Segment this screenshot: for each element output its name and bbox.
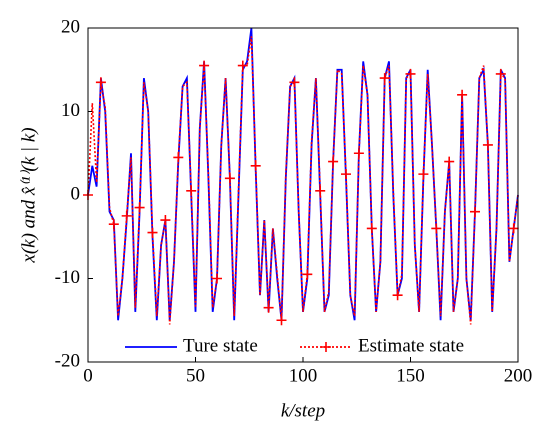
marker [224, 173, 235, 184]
legend-label: Ture state [183, 335, 258, 356]
marker [134, 202, 145, 213]
marker [276, 315, 287, 326]
marker [121, 210, 132, 221]
marker [405, 68, 416, 79]
marker [470, 206, 480, 217]
plot-frame [87, 27, 519, 363]
marker [341, 169, 351, 180]
marker [495, 68, 506, 79]
x-tick-label: 50 [186, 365, 205, 386]
marker [482, 139, 493, 150]
marker [315, 185, 326, 196]
marker [353, 148, 364, 159]
marker [431, 223, 442, 234]
marker [289, 77, 300, 88]
marker [392, 290, 403, 301]
x-tick-label: 0 [83, 365, 93, 386]
x-axis-label: k/step [281, 400, 325, 421]
marker [418, 169, 429, 180]
marker [302, 269, 313, 280]
legend-label: Estimate state [358, 335, 464, 356]
series-line [87, 36, 519, 325]
marker [147, 227, 158, 238]
marker [508, 223, 519, 234]
marker [444, 156, 455, 167]
y-tick-label: 20 [61, 16, 80, 37]
x-tick-label: 100 [289, 365, 318, 386]
marker [95, 77, 106, 88]
x-tick-label: 200 [504, 365, 533, 386]
marker [108, 219, 119, 230]
marker [366, 223, 377, 234]
marker [160, 215, 171, 226]
y-tick-label: -10 [55, 267, 80, 288]
y-tick-label: 0 [71, 183, 81, 204]
marker [173, 152, 184, 163]
legend-marker [321, 342, 331, 352]
marker [237, 60, 248, 71]
marker [199, 60, 210, 71]
series-line [87, 27, 519, 321]
marker [457, 89, 468, 100]
marker [212, 273, 222, 284]
marker [263, 302, 274, 313]
marker [186, 185, 197, 196]
y-tick-label: 10 [61, 100, 80, 121]
marker [250, 160, 261, 171]
y-tick-label: -20 [55, 350, 80, 371]
y-axis-label: x(k) and x̂⁽¹⁾(k | k) [18, 127, 39, 263]
marker [328, 156, 339, 167]
marker [379, 73, 390, 84]
x-tick-label: 150 [396, 365, 425, 386]
